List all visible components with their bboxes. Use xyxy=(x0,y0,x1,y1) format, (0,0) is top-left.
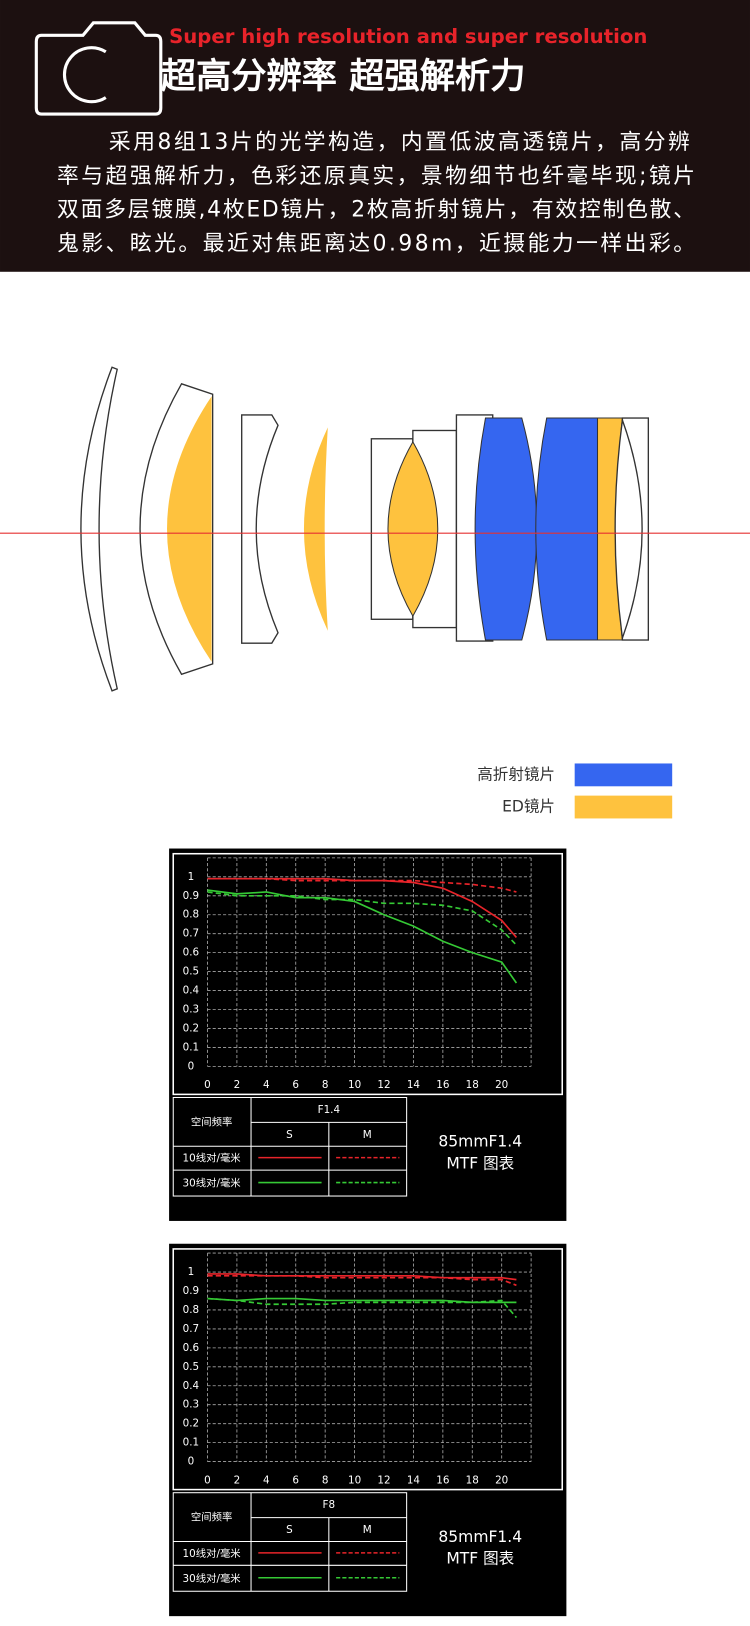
mtf-chart: 00.10.20.30.40.50.60.70.80.910 2 4 6 8 10 12 14… xyxy=(169,848,567,1221)
y-tick-label: 0 xyxy=(188,1456,195,1468)
mtf-chart: 00.10.20.30.40.50.60.70.80.910 2 4 6 8 10 12 14… xyxy=(169,1243,567,1617)
plot-frame xyxy=(172,852,564,1096)
x-tick-label: 20 xyxy=(495,1474,508,1486)
x-tick-label: 18 xyxy=(466,1474,479,1486)
x-tick-label: 4 xyxy=(263,1079,270,1091)
y-tick-label: 0.3 xyxy=(183,1004,199,1016)
x-tick-label: 12 xyxy=(377,1079,390,1091)
table-aperture: F1.4 xyxy=(318,1104,341,1116)
y-tick-label: 0.3 xyxy=(183,1399,199,1411)
lens-legend: 高折射镜片 ED镜片 xyxy=(477,763,673,819)
y-tick-label: 0.5 xyxy=(183,1361,199,1373)
table-row-label: 10线对/毫米 xyxy=(183,1547,242,1560)
y-tick-label: 0.2 xyxy=(183,1418,199,1430)
charts: 00.10.20.30.40.50.60.70.80.910 2 4 6 8 10 12 14… xyxy=(169,848,567,1617)
y-tick-label: 0.4 xyxy=(183,985,200,997)
table-column: M xyxy=(363,1129,372,1141)
x-tick-label: 20 xyxy=(495,1079,508,1091)
chart-caption: MTF 图表 xyxy=(446,1550,514,1568)
x-tick-label: 8 xyxy=(322,1474,329,1486)
plot-frame xyxy=(172,1248,564,1491)
y-tick-label: 0.1 xyxy=(183,1437,199,1449)
x-tick-label: 10 xyxy=(348,1079,361,1091)
y-tick-label: 0.5 xyxy=(183,966,199,978)
mtf-curve xyxy=(207,1275,517,1287)
camera-icon xyxy=(34,21,163,116)
table-header: 空间频率 xyxy=(191,1511,232,1524)
table-column: M xyxy=(363,1524,372,1536)
legend-swatch xyxy=(574,763,673,787)
y-tick-label: 0.6 xyxy=(183,947,199,959)
mtf-curve xyxy=(207,1297,518,1319)
table-aperture: F8 xyxy=(323,1499,336,1511)
chart-caption: 85mmF1.4 xyxy=(438,1133,522,1151)
header-bg xyxy=(0,0,750,272)
y-tick-label: 0.7 xyxy=(183,1323,199,1335)
y-tick-label: 0.2 xyxy=(183,1022,199,1034)
x-tick-label: 6 xyxy=(292,1079,299,1091)
x-tick-label: 16 xyxy=(436,1079,449,1091)
y-tick-label: 0 xyxy=(188,1060,195,1072)
legend-label: ED镜片 xyxy=(502,797,555,816)
paragraph-line: 鬼影、眩光。最近对焦距离达0.98m，近摄能力一样出彩。 xyxy=(57,231,695,256)
x-tick-label: 16 xyxy=(436,1474,449,1486)
chart-bg xyxy=(169,1243,567,1617)
y-tick-label: 0.4 xyxy=(183,1380,200,1392)
y-tick-label: 0.8 xyxy=(183,1304,199,1316)
x-tick-label: 14 xyxy=(407,1079,421,1091)
table-row-label: 30线对/毫米 xyxy=(183,1177,242,1190)
paragraph-line: 双面多层镀膜,4枚ED镜片，2枚高折射镜片，有效控制色散、 xyxy=(57,198,695,223)
legend-swatch xyxy=(574,795,673,819)
x-tick-label: 2 xyxy=(234,1079,241,1091)
chart-caption: 85mmF1.4 xyxy=(438,1528,522,1546)
x-tick-label: 0 xyxy=(204,1474,211,1486)
table-header: 空间频率 xyxy=(191,1115,232,1128)
x-tick-label: 6 xyxy=(292,1474,299,1486)
x-tick-label: 18 xyxy=(466,1079,479,1091)
y-tick-label: 1 xyxy=(188,871,195,883)
x-tick-label: 0 xyxy=(204,1079,211,1091)
x-tick-label: 2 xyxy=(234,1474,241,1486)
legend-label: 高折射镜片 xyxy=(477,764,555,783)
y-tick-label: 0.8 xyxy=(183,909,199,921)
mtf-curve xyxy=(207,889,518,984)
x-tick-label: 8 xyxy=(322,1079,329,1091)
y-tick-label: 1 xyxy=(188,1266,195,1278)
header-title: 超高分辨率 超强解析力 xyxy=(161,56,526,97)
x-tick-label: 10 xyxy=(348,1474,361,1486)
x-tick-label: 14 xyxy=(407,1474,421,1486)
y-tick-label: 0.9 xyxy=(183,1285,199,1297)
x-tick-label: 12 xyxy=(377,1474,390,1486)
mtf-curve xyxy=(207,877,517,893)
y-tick-label: 0.1 xyxy=(183,1041,199,1053)
lens-diagram xyxy=(80,366,650,692)
y-tick-label: 0.9 xyxy=(183,890,199,902)
chart-caption: MTF 图表 xyxy=(446,1154,514,1172)
mtf-curve xyxy=(207,891,518,946)
x-tick-label: 4 xyxy=(263,1474,270,1486)
table-row-label: 30线对/毫米 xyxy=(183,1572,242,1585)
y-tick-label: 0.7 xyxy=(183,928,199,940)
chart-bg xyxy=(169,848,567,1221)
table-column: S xyxy=(286,1129,293,1141)
header-subtitle: Super high resolution and super resoluti… xyxy=(169,25,647,48)
y-tick-label: 0.6 xyxy=(183,1342,199,1354)
table-row-label: 10线对/毫米 xyxy=(183,1152,242,1165)
table-column: S xyxy=(286,1524,293,1536)
